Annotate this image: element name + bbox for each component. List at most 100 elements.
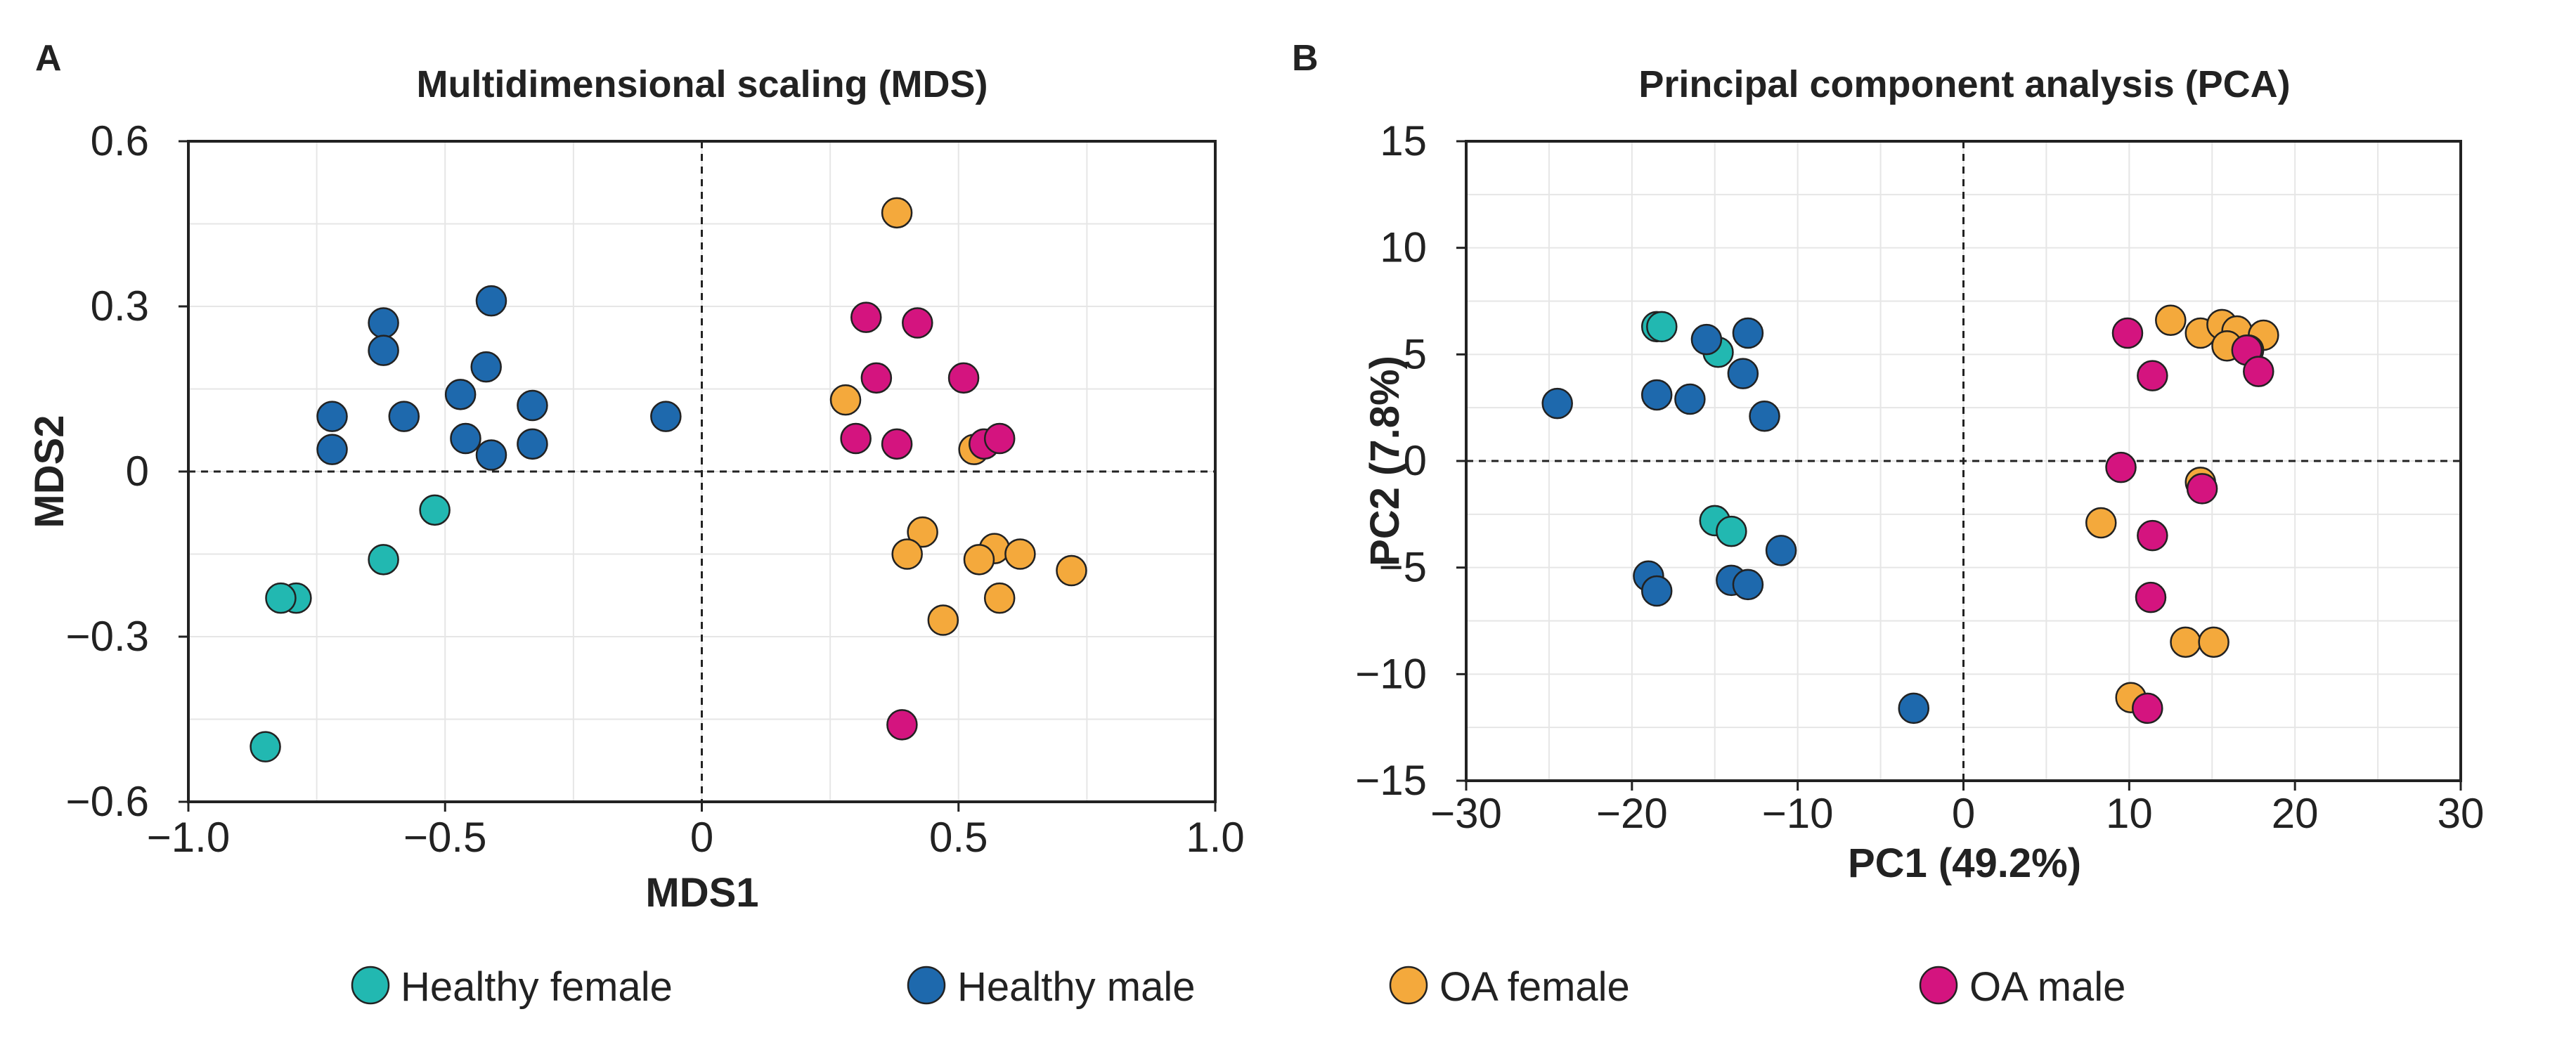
legend-marker-oa-male (1919, 966, 1958, 1005)
x-tick-label-mds: 1.0 (1186, 814, 1244, 861)
legend-label-oa-female: OA female (1439, 964, 1630, 1010)
y-tick-label-pca: 0 (1404, 437, 1427, 484)
point-oa-male-mds (886, 709, 918, 741)
y-tick-label-pca: −10 (1355, 650, 1427, 697)
y-axis-label-pca: PC2 (7.8%) (1362, 356, 1408, 566)
point-healthy-male-mds (444, 379, 477, 410)
point-healthy-male-pca (1674, 383, 1706, 415)
x-tick-label-mds: −0.5 (403, 814, 486, 861)
point-healthy-male-pca (1732, 569, 1764, 601)
point-healthy-male-mds (450, 422, 481, 455)
point-oa-female-mds (881, 197, 913, 229)
ticks-pca: −30 −20 −10 0 10 20 30 −15 −10 −5 0 5 10 15 (1355, 117, 2484, 837)
point-oa-female-mds (1056, 554, 1087, 587)
x-axis-label-pca: PC1 (49.2%) (1848, 840, 2081, 886)
legend-label-oa-male: OA male (1969, 964, 2125, 1010)
x-tick-label-pca: 10 (2106, 790, 2153, 837)
point-healthy-male-mds (650, 401, 682, 432)
y-tick-label-pca: −5 (1379, 544, 1427, 591)
y-tick-label-pca: −15 (1355, 757, 1427, 804)
point-oa-female-pca (2198, 626, 2229, 658)
y-tick-label-pca: 5 (1404, 330, 1427, 377)
point-oa-male-mds (983, 422, 1016, 455)
point-healthy-male-pca (1765, 535, 1797, 566)
point-healthy-female-mds (368, 544, 399, 576)
point-healthy-female-pca (1716, 515, 1747, 547)
point-healthy-male-pca (1898, 692, 1929, 725)
point-oa-male-mds (860, 362, 893, 394)
point-healthy-female-mds (419, 494, 451, 526)
y-tick-label-mds: 0 (126, 448, 149, 495)
point-oa-female-pca (2170, 626, 2201, 658)
point-oa-female-mds (891, 538, 923, 570)
point-oa-female-mds (1004, 538, 1036, 570)
y-tick-label-mds: −0.6 (66, 778, 149, 825)
zero-lines-mds (188, 141, 1215, 802)
point-healthy-male-mds (470, 351, 502, 383)
point-healthy-male-pca (1727, 358, 1759, 389)
y-tick-label-mds: 0.6 (91, 117, 149, 164)
y-tick-label-mds: −0.3 (66, 613, 149, 660)
legend-item-healthy-female: Healthy female (351, 964, 673, 1010)
legend-item-oa-male: OA male (1919, 964, 2125, 1010)
point-oa-female-mds (829, 384, 862, 416)
legend-marker-healthy-female (351, 966, 390, 1005)
point-oa-male-mds (902, 307, 933, 339)
legend-label-healthy-female: Healthy female (401, 964, 673, 1010)
point-healthy-male-mds (388, 401, 420, 432)
point-oa-female-pca (2155, 304, 2187, 337)
legend: Healthy female Healthy male OA female OA… (351, 964, 2125, 1010)
y-tick-label-pca: 10 (1380, 224, 1427, 271)
point-healthy-male-pca (1690, 323, 1723, 356)
point-healthy-male-pca (1541, 387, 1573, 420)
x-tick-label-pca: −30 (1430, 790, 1502, 837)
point-oa-male-pca (2243, 356, 2274, 387)
point-healthy-female-mds (250, 731, 281, 762)
x-tick-label-pca: 20 (2272, 790, 2319, 837)
point-healthy-male-mds (517, 428, 548, 460)
panel-letter-a: A (35, 38, 62, 79)
point-oa-male-pca (2111, 317, 2144, 349)
point-oa-male-pca (2135, 581, 2167, 613)
point-healthy-male-pca (1732, 317, 1764, 349)
point-healthy-male-mds (368, 334, 399, 366)
point-healthy-male-mds (475, 439, 507, 471)
point-healthy-male-mds (475, 285, 507, 317)
point-oa-female-mds (927, 604, 959, 636)
chart-title-pca: Principal component analysis (PCA) (1638, 63, 2290, 105)
point-oa-male-pca (2186, 473, 2218, 505)
point-healthy-male-pca (1640, 575, 1673, 607)
x-axis-label-mds: MDS1 (645, 870, 758, 916)
point-oa-male-mds (947, 362, 980, 394)
x-tick-label-mds: 0 (690, 814, 713, 861)
panel-letter-b: B (1292, 38, 1319, 79)
point-oa-male-pca (2132, 692, 2163, 725)
point-oa-male-pca (2105, 451, 2137, 483)
point-healthy-male-mds (368, 307, 399, 339)
point-oa-male-pca (2137, 519, 2168, 552)
point-healthy-female-pca (1646, 311, 1678, 343)
x-tick-label-pca: 30 (2438, 790, 2485, 837)
legend-item-oa-female: OA female (1389, 964, 1630, 1010)
point-oa-male-mds (881, 428, 913, 460)
point-oa-female-mds (907, 516, 938, 548)
x-tick-label-pca: 0 (1952, 790, 1975, 837)
ticks-mds: −1.0 −0.5 0 0.5 1.0 −0.6 −0.3 0 0.3 0.6 (66, 117, 1245, 861)
point-healthy-female-mds (265, 582, 297, 614)
y-tick-label-mds: 0.3 (91, 282, 149, 330)
point-oa-male-mds (840, 422, 872, 455)
legend-marker-healthy-male (907, 966, 946, 1005)
chart-title-mds: Multidimensional scaling (MDS) (416, 63, 988, 105)
legend-marker-oa-female (1389, 966, 1428, 1005)
point-oa-female-mds (963, 544, 995, 576)
legend-item-healthy-male: Healthy male (907, 964, 1195, 1010)
y-axis-label-mds: MDS2 (27, 415, 72, 528)
panel-mds: A Multidimensional scaling (MDS) −1.0 −0.… (27, 38, 1245, 916)
points-mds (250, 197, 1087, 762)
x-tick-label-mds: 0.5 (929, 814, 988, 861)
points-pca (1541, 304, 2279, 725)
point-healthy-male-mds (517, 389, 548, 422)
legend-label-healthy-male: Healthy male (957, 964, 1195, 1010)
point-healthy-male-pca (1749, 401, 1780, 432)
